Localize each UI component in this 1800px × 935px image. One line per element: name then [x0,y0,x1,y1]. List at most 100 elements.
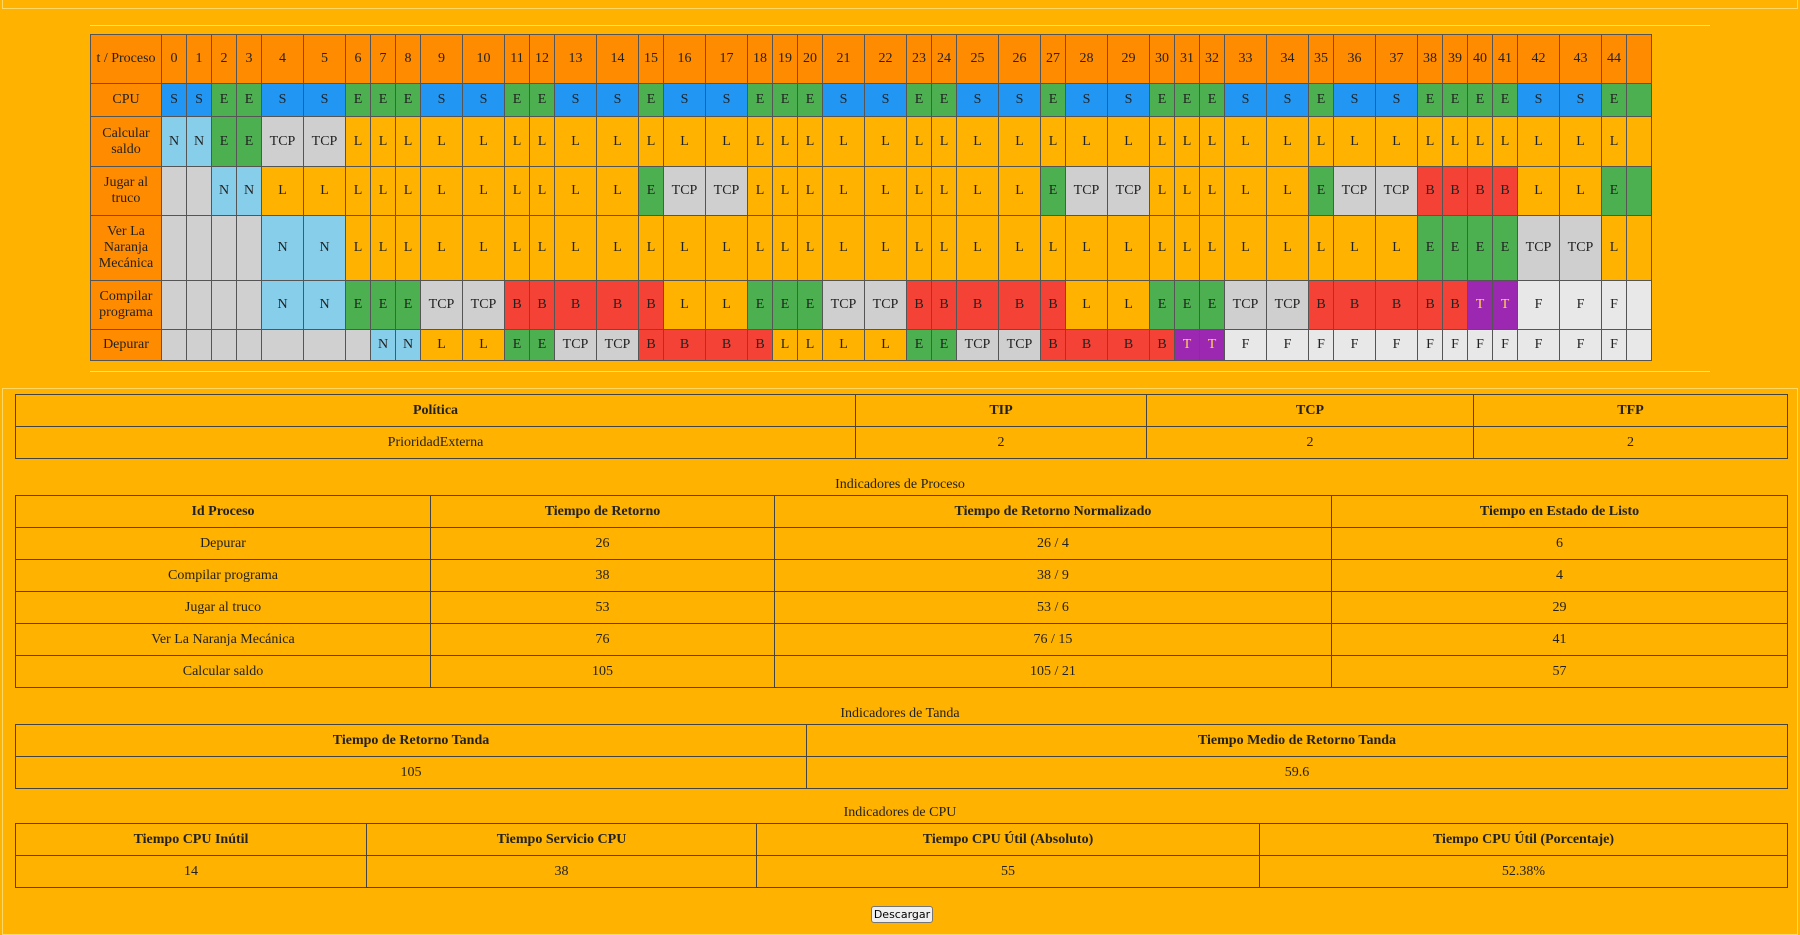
time-header-29: 29 [1107,34,1150,84]
gantt-cell: S [864,83,907,117]
gantt-cell: E [638,166,664,216]
gantt-cell: L [420,329,463,361]
gantt-cell: L [462,116,505,167]
gantt-cell: TCP [864,280,907,330]
gantt-cell: E [797,280,823,330]
time-header-8: 8 [395,34,421,84]
gantt-cell: B [663,329,706,361]
gantt-row-label: Depurar [90,329,162,361]
time-header-22: 22 [864,34,907,84]
gantt-cell-overflow [1626,116,1652,167]
gantt-cell: F [1308,329,1334,361]
gantt-cell: L [1224,116,1267,167]
gantt-cell: E [370,83,396,117]
gantt-cell: L [1559,116,1602,167]
gantt-cell: L [747,116,773,167]
gantt-cell: F [1266,329,1309,361]
gantt-cell: L [956,215,999,281]
gantt-cell: L [1065,116,1108,167]
batch-turnaround-value: 105 [15,756,807,789]
time-header-4: 4 [261,34,304,84]
ready-time-cell: 6 [1331,527,1788,560]
gantt-cell: L [1266,215,1309,281]
gantt-cell: E [1149,280,1175,330]
gantt-cell: L [998,215,1041,281]
gantt-scroll-area[interactable]: t / Proceso 0 1 2 3 4 5 6 7 8 9 10 11 12 13 14 15 16 17 18 1… [90,22,1710,375]
gantt-cell: L [822,116,865,167]
gantt-cell: L [395,116,421,167]
gantt-cell: F [1417,329,1443,361]
gantt-cell: E [504,329,530,361]
gantt-cell: L [261,166,304,216]
gantt-cell: E [772,280,798,330]
gantt-cell: T [1492,280,1518,330]
batch-mean-turnaround-header: Tiempo Medio de Retorno Tanda [806,724,1788,757]
gantt-top-rule [90,25,1710,26]
gantt-cell: E [931,329,957,361]
gantt-cell [303,329,346,361]
gantt-cell: L [864,116,907,167]
time-header-42: 42 [1517,34,1560,84]
time-header-37: 37 [1375,34,1418,84]
gantt-cell: E [236,83,262,117]
time-header-32: 32 [1199,34,1225,84]
gantt-cell: B [906,280,932,330]
tfp-value: 2 [1473,426,1788,459]
gantt-cell: N [303,280,346,330]
gantt-cell: L [420,116,463,167]
gantt-cell: B [1442,166,1468,216]
batch-indicators-table: Tiempo de Retorno Tanda Tiempo Medio de … [15,724,1788,789]
gantt-cell: S [554,83,597,117]
gantt-cell: E [1040,166,1066,216]
time-header-28: 28 [1065,34,1108,84]
gantt-cell: N [211,166,237,216]
gantt-cell: TCP [554,329,597,361]
gantt-cell: L [1107,280,1150,330]
normalized-turnaround-cell: 38 / 9 [774,559,1332,592]
gantt-cell: L [772,166,798,216]
process-id-cell: Compilar programa [15,559,431,592]
gantt-cell: S [161,83,187,117]
gantt-cell: E [1308,83,1334,117]
gantt-cell: L [998,116,1041,167]
turnaround-cell: 53 [430,591,775,624]
gantt-cell: B [1040,329,1066,361]
gantt-cell: L [1442,116,1468,167]
download-button[interactable]: Descargar [871,906,933,923]
gantt-cell: E [1308,166,1334,216]
process-id-header: Id Proceso [15,495,431,528]
gantt-cell: L [1308,215,1334,281]
gantt-row-label: Ver La Naranja Mecánica [90,215,162,281]
process-indicators-caption: Indicadores de Proceso [835,477,965,492]
tip-header: TIP [855,394,1147,427]
gantt-cell: E [1601,83,1627,117]
gantt-cell [161,280,187,330]
gantt-cell: TCP [1266,280,1309,330]
gantt-cell: L [1107,116,1150,167]
gantt-cell: B [1417,280,1443,330]
gantt-cell: L [797,166,823,216]
gantt-cell: B [596,280,639,330]
gantt-cell: S [1065,83,1108,117]
gantt-cell: L [705,280,748,330]
normalized-turnaround-header: Tiempo de Retorno Normalizado [774,495,1332,528]
gantt-row: Ver La Naranja Mecánica N N L L L L L L L L L L L L L L L… [90,215,1652,281]
gantt-cell: L [1417,116,1443,167]
gantt-cell: E [747,83,773,117]
gantt-cell: B [1442,280,1468,330]
gantt-cell: TCP [1107,166,1150,216]
gantt-cell: B [747,329,773,361]
gantt-cell: L [504,116,530,167]
gantt-cell: L [705,116,748,167]
gantt-cell: B [1375,280,1418,330]
gantt-row-label: Jugar al truco [90,166,162,216]
batch-indicators-caption: Indicadores de Tanda [840,706,960,721]
gantt-cell: TCP [462,280,505,330]
gantt-row-label: CPU [90,83,162,117]
top-frame [2,0,1798,9]
gantt-cell: TCP [1065,166,1108,216]
time-header-36: 36 [1333,34,1376,84]
gantt-cell: L [370,116,396,167]
